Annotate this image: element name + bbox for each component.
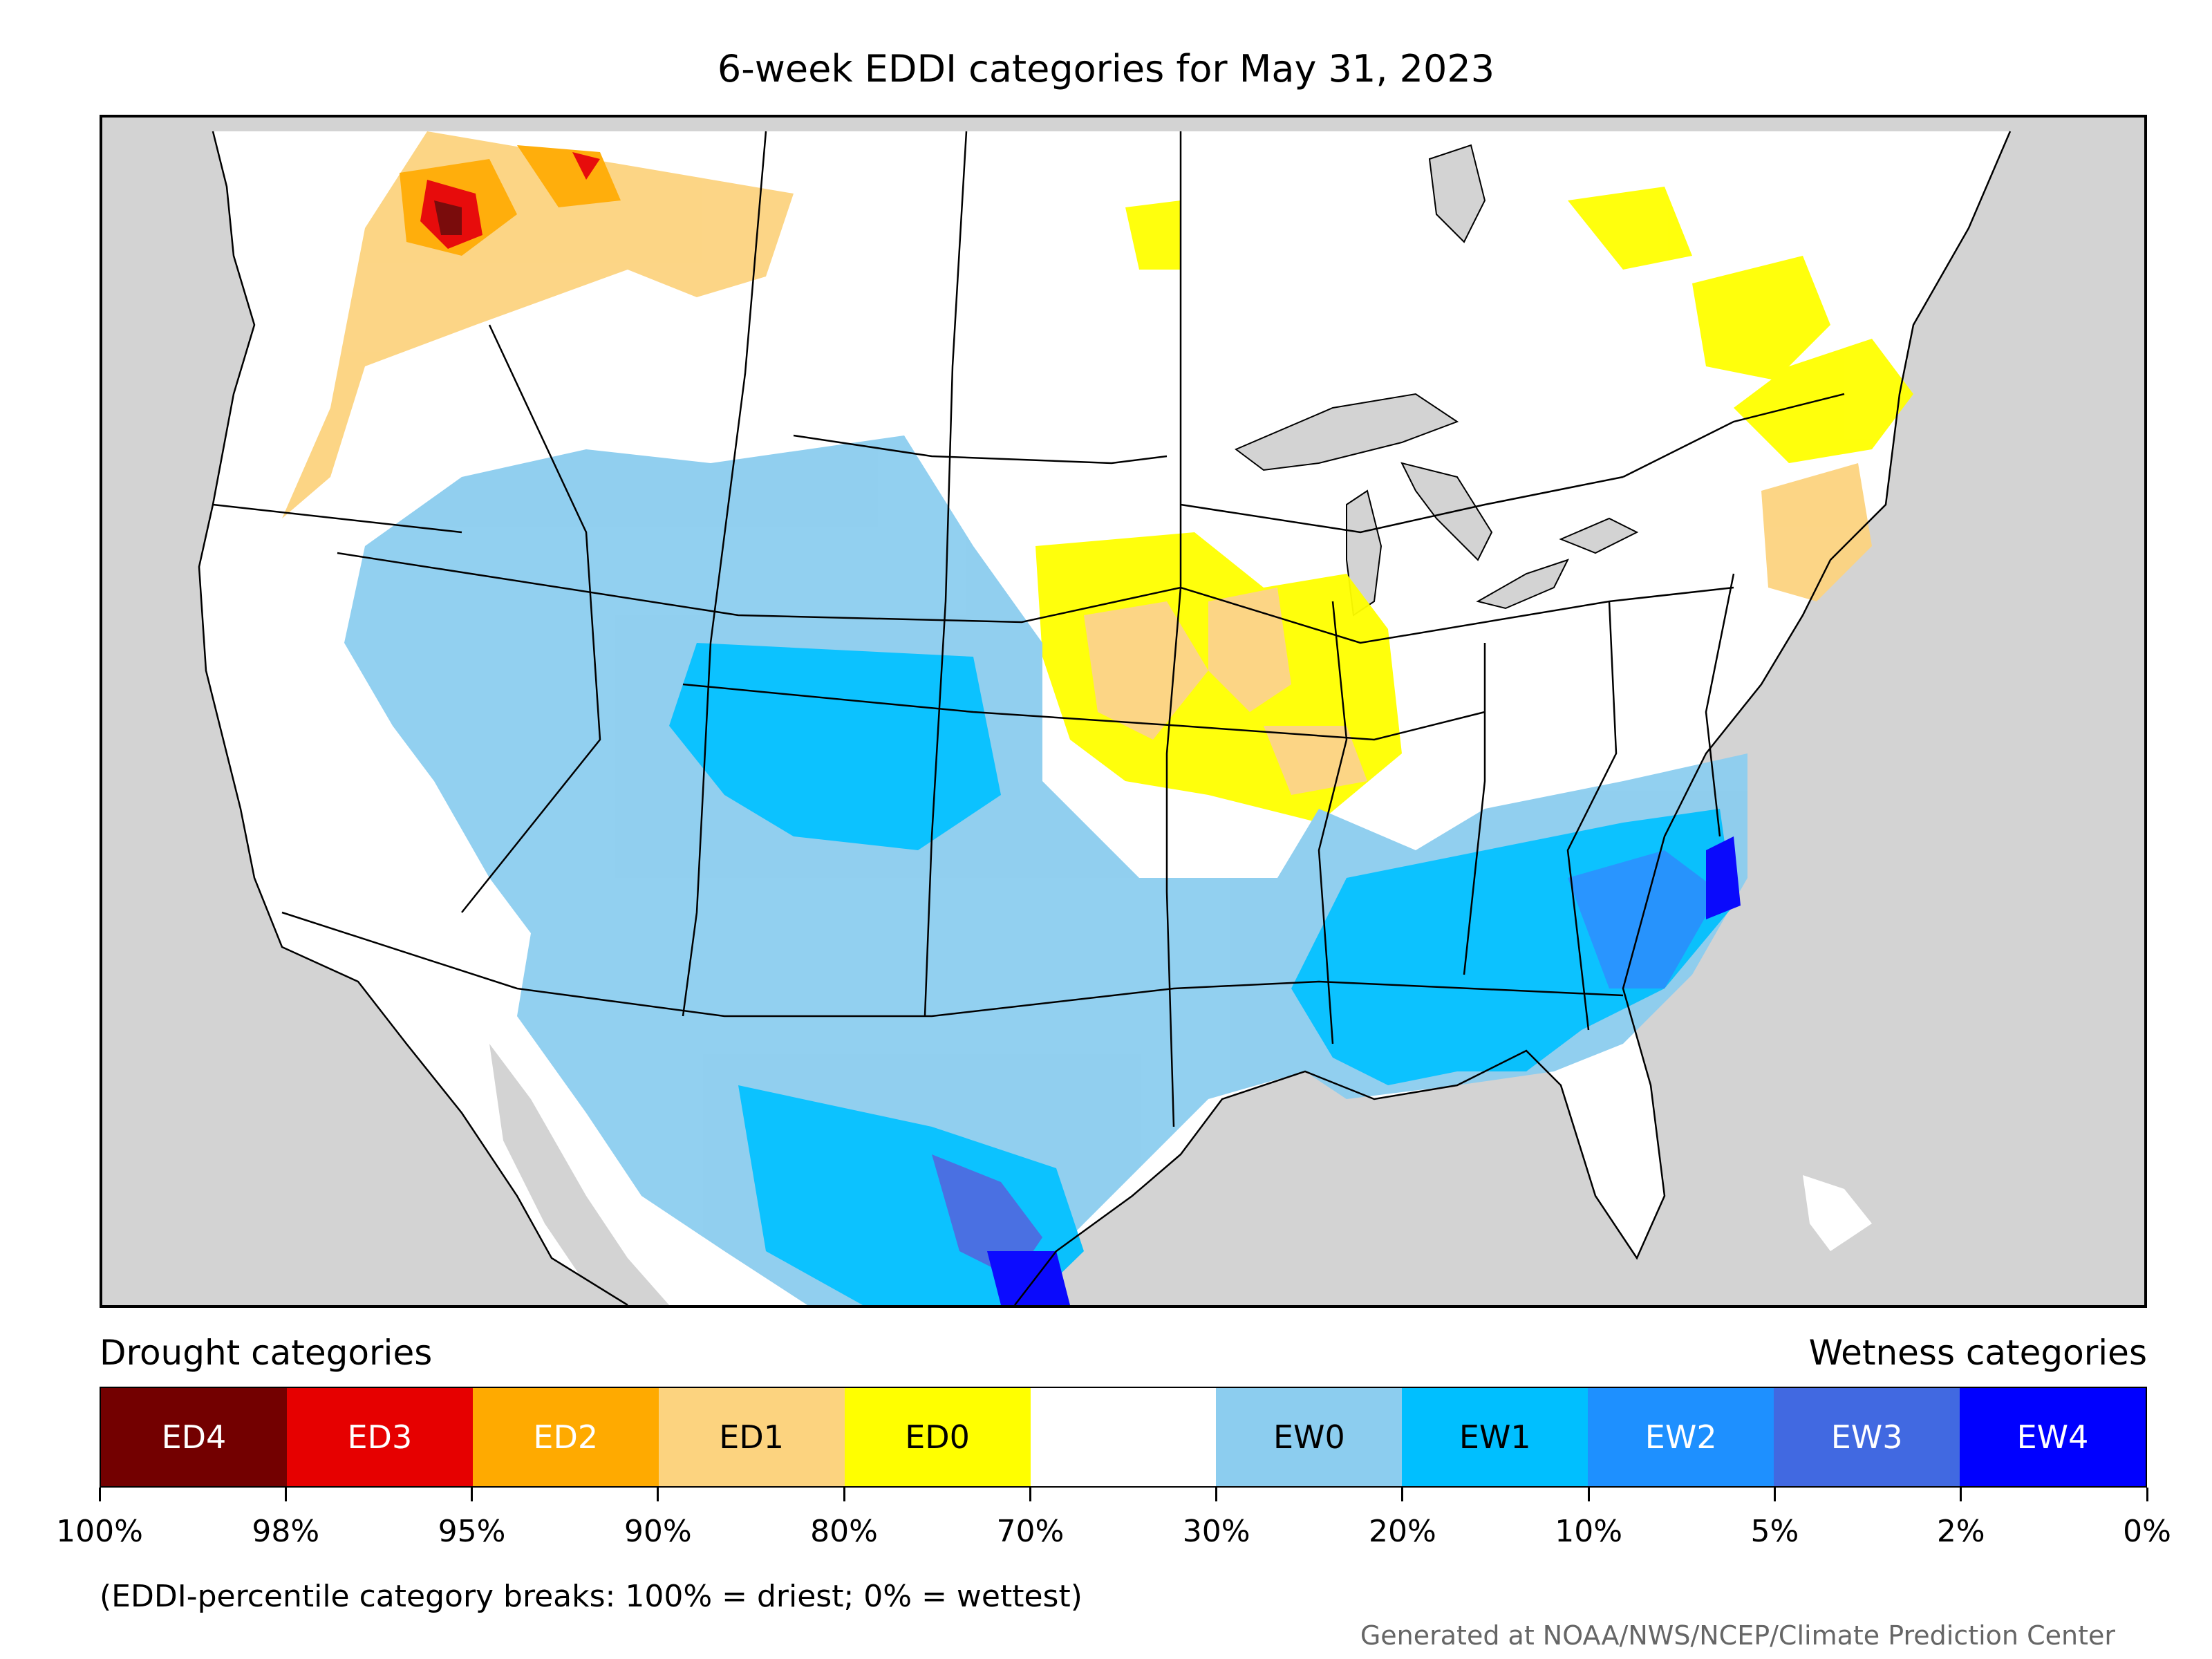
colorbar-tick-label: 2% [1936,1514,1985,1549]
colorbar-tick [1587,1488,1590,1501]
category-colorbar: ED4 ED3 ED2 ED1 ED0 EW0 EW1 EW2 EW3 EW4 [100,1387,2147,1488]
legend-swatch-ed1: ED1 [658,1388,845,1486]
colorbar-tick [1029,1488,1031,1501]
colorbar-tick-label: 30% [1182,1514,1250,1549]
colorbar-tick-label: 5% [1750,1514,1799,1549]
legend-swatch-ed0: ED0 [844,1388,1031,1486]
legend-swatch-ed3: ED3 [286,1388,473,1486]
state-borders [212,131,1845,1127]
category-breaks-note: (EDDI-percentile category breaks: 100% =… [100,1579,1082,1614]
colorbar-tick-label: 0% [2123,1514,2171,1549]
colorbar-tick [98,1488,101,1501]
eddi-map [100,115,2147,1308]
legend-swatch-ew4: EW4 [1960,1388,2146,1486]
legend-swatch-ed4: ED4 [101,1388,287,1486]
wetness-categories-heading: Wetness categories [1808,1333,2147,1373]
colorbar-tick-label: 95% [438,1514,506,1549]
colorbar-tick [284,1488,287,1501]
legend-swatch-normal [1030,1388,1217,1486]
colorbar-tick-label: 100% [56,1514,143,1549]
colorbar-tick-label: 90% [624,1514,692,1549]
colorbar-tick [1773,1488,1776,1501]
drought-categories-heading: Drought categories [100,1333,433,1373]
legend-swatch-ed2: ED2 [472,1388,659,1486]
colorbar-tick [1215,1488,1218,1501]
colorbar-tick-label: 20% [1369,1514,1436,1549]
colorbar-ticks [98,1488,2148,1501]
colorbar-tick [1960,1488,1962,1501]
credit-line: Generated at NOAA/NWS/NCEP/Climate Predi… [1360,1620,2115,1651]
great-lakes [1235,144,1639,617]
colorbar-tick [657,1488,659,1501]
legend-swatch-ew0: EW0 [1216,1388,1403,1486]
map-title: 6-week EDDI categories for May 31, 2023 [717,47,1495,91]
colorbar-tick [471,1488,474,1501]
legend-swatch-ew3: EW3 [1774,1388,1960,1486]
colorbar-tick-label: 80% [810,1514,878,1549]
colorbar-tick-label: 70% [996,1514,1065,1549]
legend-swatch-ew1: EW1 [1402,1388,1588,1486]
coastline [198,131,2012,1305]
colorbar-tick-label: 10% [1555,1514,1623,1549]
colorbar-tick-label: 98% [252,1514,320,1549]
colorbar-tick [2146,1488,2148,1501]
eddi-category-fill [282,131,1913,1305]
legend-swatch-ew2: EW2 [1588,1388,1774,1486]
colorbar-tick [843,1488,845,1501]
colorbar-tick [1401,1488,1404,1501]
